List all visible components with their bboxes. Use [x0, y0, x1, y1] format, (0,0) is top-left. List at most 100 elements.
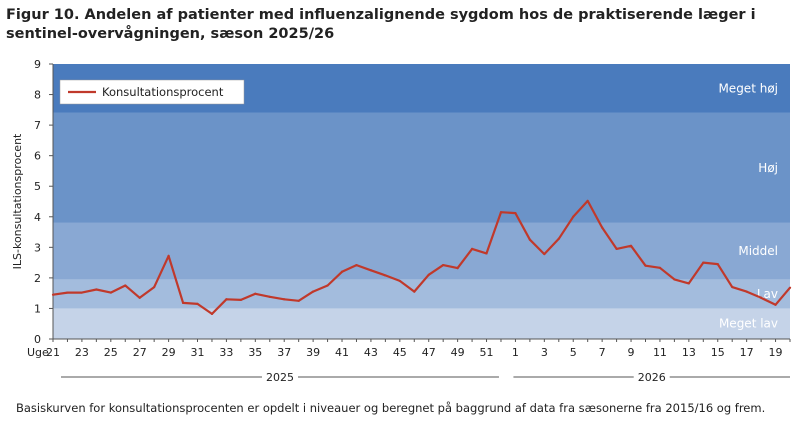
x-tick-label: 29	[162, 346, 176, 359]
x-tick-label: 41	[335, 346, 349, 359]
x-tick-label: 35	[248, 346, 262, 359]
data-point	[326, 284, 329, 287]
data-point	[95, 288, 98, 291]
band-label: Middel	[738, 244, 778, 258]
y-tick-label: 0	[34, 333, 41, 346]
x-tick-label: 15	[711, 346, 725, 359]
x-tick-label: 17	[740, 346, 754, 359]
data-point	[716, 263, 719, 266]
band-label: Høj	[758, 161, 778, 175]
data-point	[181, 301, 185, 305]
data-point	[442, 263, 445, 267]
series-line-konsultationsprocent	[52, 199, 791, 315]
year-label: 2026	[638, 371, 666, 384]
y-tick-label: 8	[34, 89, 41, 102]
data-point	[80, 291, 84, 294]
band-label: Meget lav	[719, 317, 778, 331]
y-tick-label: 2	[34, 272, 41, 285]
data-point	[297, 299, 300, 302]
data-point	[413, 290, 416, 293]
x-tick-label: 3	[541, 346, 548, 359]
y-tick-label: 4	[34, 211, 41, 224]
band-meget-lav	[53, 308, 790, 339]
data-point	[731, 285, 734, 289]
x-tick-label: 13	[682, 346, 696, 359]
data-point	[774, 303, 777, 306]
y-tick-label: 1	[34, 302, 41, 315]
data-point	[210, 312, 214, 316]
x-axis-prefix: Uge	[27, 346, 49, 359]
data-point	[369, 269, 373, 272]
y-tick-label: 9	[34, 58, 41, 71]
x-tick-label: 23	[75, 346, 89, 359]
figure-title: Figur 10. Andelen af patienter med influ…	[6, 7, 756, 42]
y-tick-label: 5	[34, 180, 41, 193]
legend-label: Konsultationsprocent	[102, 85, 224, 99]
data-point	[355, 263, 358, 267]
data-point	[470, 247, 474, 250]
data-point	[109, 291, 112, 294]
data-point	[788, 286, 792, 289]
data-point	[528, 238, 531, 241]
y-tick-label: 7	[34, 119, 41, 132]
x-tick-label: 11	[653, 346, 667, 359]
x-tick-label: 9	[628, 346, 635, 359]
data-point	[702, 261, 705, 264]
data-point	[687, 282, 690, 285]
x-tick-label: 45	[393, 346, 407, 359]
data-point	[644, 264, 647, 267]
data-point	[225, 298, 228, 301]
data-point	[456, 267, 459, 270]
data-point	[615, 247, 618, 250]
data-point	[485, 252, 488, 255]
x-tick-label: 5	[570, 346, 577, 359]
data-point	[572, 215, 575, 218]
x-tick-label: 25	[104, 346, 118, 359]
data-point	[138, 296, 141, 299]
data-point	[427, 273, 430, 276]
data-point	[759, 296, 763, 299]
x-tick-label: 39	[306, 346, 320, 359]
data-point	[514, 212, 517, 215]
data-point	[312, 290, 315, 293]
data-point	[658, 266, 662, 269]
band-høj	[53, 112, 790, 223]
data-point	[167, 254, 170, 257]
x-tick-label: 21	[46, 346, 60, 359]
data-point	[586, 199, 589, 202]
x-tick-label: 37	[277, 346, 291, 359]
data-point	[340, 270, 344, 273]
x-tick-label: 27	[133, 346, 147, 359]
data-point	[557, 237, 560, 240]
x-tick-label: 31	[191, 346, 205, 359]
data-point	[745, 290, 748, 293]
band-label: Meget høj	[718, 81, 778, 95]
y-tick-label: 3	[34, 241, 41, 254]
data-point	[384, 274, 387, 277]
data-point	[543, 252, 546, 256]
data-point	[601, 226, 604, 229]
data-point	[153, 285, 156, 289]
band-label: Lav	[757, 287, 778, 301]
x-tick-label: 19	[769, 346, 783, 359]
x-tick-label: 1	[512, 346, 519, 359]
data-point	[51, 293, 55, 296]
x-tick-label: 43	[364, 346, 378, 359]
data-point	[239, 298, 242, 301]
y-axis-title: ILS-konsultationsprocent	[11, 133, 24, 269]
band-middel	[53, 222, 790, 280]
data-point	[673, 278, 676, 281]
data-point	[268, 295, 271, 298]
data-point	[283, 298, 286, 301]
data-point	[499, 211, 503, 214]
year-label: 2025	[266, 371, 294, 384]
x-tick-label: 47	[422, 346, 436, 359]
figure-footnote: Basiskurven for konsultationsprocenten e…	[16, 401, 766, 415]
x-tick-label: 7	[599, 346, 606, 359]
x-tick-label: 33	[219, 346, 233, 359]
x-tick-label: 49	[451, 346, 465, 359]
x-tick-label: 51	[480, 346, 494, 359]
data-point	[629, 244, 633, 247]
data-point	[196, 302, 199, 305]
